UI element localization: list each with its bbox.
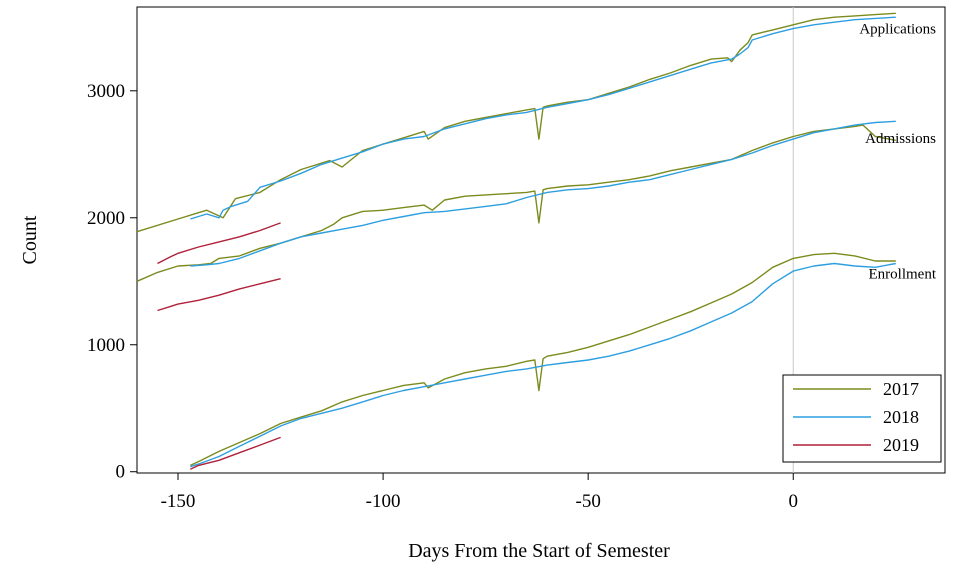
series-line-applications-2017 bbox=[136, 12, 896, 233]
series-line-admissions-2017 bbox=[136, 124, 896, 282]
x-tick-label: -150 bbox=[161, 491, 196, 512]
legend-label-2019: 2019 bbox=[883, 435, 919, 455]
series-line-admissions-2019 bbox=[157, 222, 281, 265]
annotation-label: Enrollment bbox=[869, 267, 937, 283]
x-axis-title: Days From the Start of Semester bbox=[408, 540, 670, 562]
y-tick-label: 3000 bbox=[87, 81, 125, 102]
series-line-enrollment-2018 bbox=[190, 262, 896, 468]
y-axis-title: Count bbox=[19, 215, 41, 264]
y-tick-label: 2000 bbox=[87, 208, 125, 229]
series-line-admissions-2018 bbox=[190, 120, 896, 267]
x-tick-label: -100 bbox=[366, 491, 401, 512]
annotation-label: Admissions bbox=[865, 131, 936, 147]
annotation-label: Applications bbox=[859, 22, 936, 38]
y-tick-label: 1000 bbox=[87, 335, 125, 356]
legend-label-2017: 2017 bbox=[883, 379, 919, 399]
series-line-applications-2018 bbox=[190, 16, 896, 220]
x-tick-label: 0 bbox=[788, 491, 798, 512]
series-line-enrollment-secondary-2019 bbox=[157, 278, 281, 312]
legend-label-2018: 2018 bbox=[883, 407, 919, 427]
series-line-enrollment-2017 bbox=[190, 252, 896, 467]
plot-frame bbox=[136, 6, 946, 474]
series-line-enrollment-2019 bbox=[190, 436, 281, 470]
y-tick-label: 0 bbox=[116, 462, 126, 483]
x-tick-label: -50 bbox=[576, 491, 601, 512]
